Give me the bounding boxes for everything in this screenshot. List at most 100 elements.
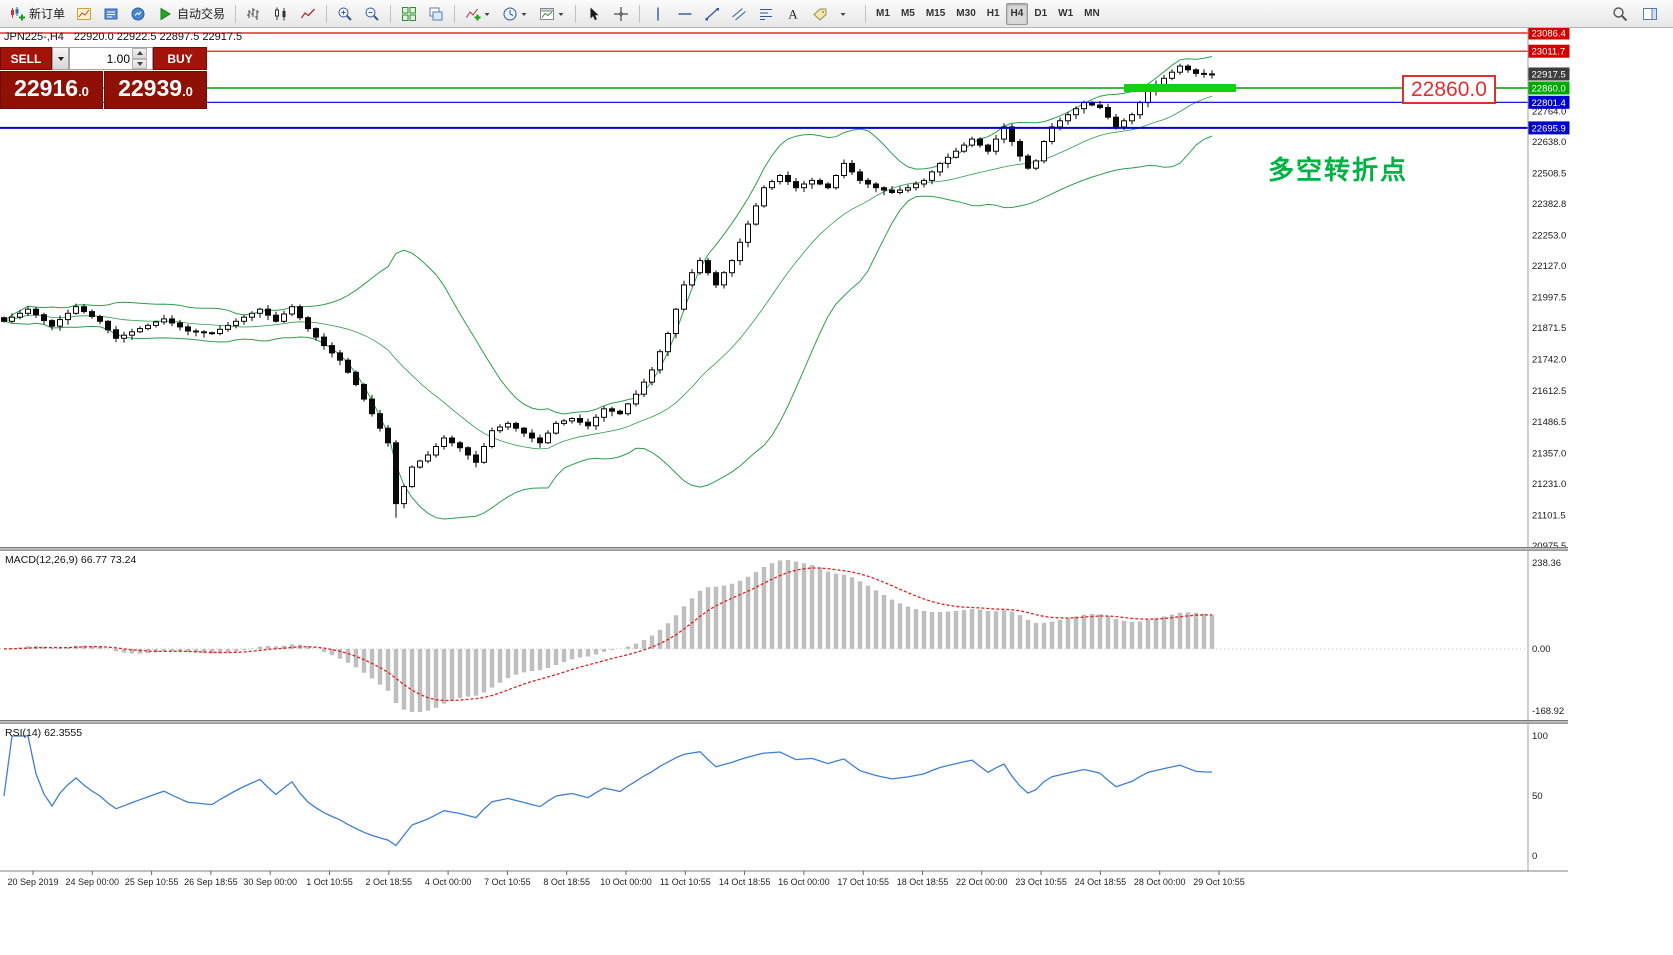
order-type-dropdown[interactable]	[52, 47, 69, 70]
svg-text:17 Oct 10:55: 17 Oct 10:55	[837, 877, 889, 887]
toolbar-separator	[454, 4, 456, 23]
profiles-button[interactable]	[98, 3, 124, 25]
cascade-windows-button[interactable]	[423, 3, 449, 25]
market-watch-button[interactable]	[125, 3, 151, 25]
toolbar: 新订单 自动交易 A M1 M5 M15 M30 H1 H4 D1 W1 MN	[0, 0, 1673, 28]
svg-text:2 Oct 18:55: 2 Oct 18:55	[366, 877, 413, 887]
tile-windows-button[interactable]	[396, 3, 422, 25]
trade-panel-header: SELL BUY	[0, 47, 207, 70]
templates-button[interactable]	[534, 3, 570, 25]
indicators-button[interactable]	[460, 3, 496, 25]
label-button[interactable]	[807, 3, 833, 25]
tf-m30[interactable]: M30	[951, 3, 980, 25]
svg-text:24 Sep 00:00: 24 Sep 00:00	[66, 877, 120, 887]
search-button[interactable]	[1607, 3, 1633, 25]
candlestick-chart-button[interactable]	[268, 3, 294, 25]
tf-m5[interactable]: M5	[896, 3, 920, 25]
toolbar-left: 新订单 自动交易 A M1 M5 M15 M30 H1 H4 D1 W1 MN	[4, 2, 1105, 25]
pane-splitter-macd[interactable]	[0, 547, 1568, 551]
tf-d1[interactable]: D1	[1029, 3, 1052, 25]
pane-splitter-rsi[interactable]	[0, 720, 1568, 724]
volume-field	[69, 47, 153, 70]
time-axis[interactable]	[0, 872, 1568, 890]
svg-text:22860.0: 22860.0	[1532, 84, 1566, 95]
svg-text:14 Oct 18:55: 14 Oct 18:55	[719, 877, 771, 887]
svg-text:10 Oct 00:00: 10 Oct 00:00	[600, 877, 652, 887]
svg-text:22695.9: 22695.9	[1532, 123, 1566, 134]
svg-text:23086.4: 23086.4	[1532, 29, 1566, 40]
zoom-in-button[interactable]	[332, 3, 358, 25]
svg-text:4 Oct 00:00: 4 Oct 00:00	[425, 877, 472, 887]
bar-chart-button[interactable]	[241, 3, 267, 25]
svg-text:0.00: 0.00	[1532, 644, 1551, 655]
svg-text:100: 100	[1532, 731, 1548, 742]
macd-indicator-label: MACD(12,26,9) 66.77 73.24	[5, 554, 137, 566]
sell-price-button[interactable]: 22916 .0	[0, 71, 103, 109]
one-click-trade-panel: SELL BUY 22916 .0 22939 .0	[0, 47, 207, 109]
fibonacci-button[interactable]	[753, 3, 779, 25]
svg-text:18 Oct 18:55: 18 Oct 18:55	[897, 877, 949, 887]
zoom-out-button[interactable]	[359, 3, 385, 25]
svg-text:29 Oct 10:55: 29 Oct 10:55	[1193, 877, 1245, 887]
tf-m1[interactable]: M1	[871, 3, 895, 25]
svg-text:21997.5: 21997.5	[1532, 293, 1566, 304]
vline-icon	[650, 6, 666, 22]
buy-price-button[interactable]: 22939 .0	[104, 71, 207, 109]
indicators-icon	[465, 6, 481, 22]
periods-button-caret[interactable]	[520, 6, 528, 22]
tf-h1[interactable]: H1	[982, 3, 1005, 25]
text-button[interactable]: A	[780, 3, 806, 25]
line-chart-button[interactable]	[295, 3, 321, 25]
vertical-line-button[interactable]	[645, 3, 671, 25]
draw-more-button[interactable]	[834, 3, 860, 25]
tf-h4[interactable]: H4	[1005, 2, 1029, 25]
templates-button-caret[interactable]	[557, 6, 565, 22]
svg-text:20 Sep 2019: 20 Sep 2019	[7, 877, 58, 887]
zoom-in-icon	[337, 6, 353, 22]
volume-decrease-button[interactable]	[132, 58, 147, 69]
price-axis[interactable]	[1529, 28, 1569, 871]
panels-button[interactable]	[1637, 3, 1663, 25]
svg-text:21871.5: 21871.5	[1532, 323, 1566, 334]
new-order-button[interactable]: 新订单	[4, 3, 70, 25]
price-level-tag[interactable]: 22860.0	[1402, 75, 1496, 104]
tf-mn[interactable]: MN	[1079, 3, 1105, 25]
horizontal-line-button[interactable]	[672, 3, 698, 25]
volume-input[interactable]	[70, 51, 132, 66]
tile-windows-icon	[401, 6, 417, 22]
volume-increase-button[interactable]	[132, 48, 147, 59]
sell-button[interactable]: SELL	[0, 47, 52, 70]
arrow-up-icon	[136, 51, 143, 56]
svg-text:11 Oct 10:55: 11 Oct 10:55	[660, 877, 711, 887]
fibonacci-icon	[758, 6, 774, 22]
caret-icon	[839, 6, 855, 22]
channel-button[interactable]	[726, 3, 752, 25]
svg-text:23011.7: 23011.7	[1532, 47, 1566, 58]
new-chart-button[interactable]	[71, 3, 97, 25]
toolbar-separator	[575, 4, 577, 23]
svg-text:238.36: 238.36	[1532, 558, 1561, 569]
autotrading-icon	[157, 6, 173, 22]
toolbar-separator	[865, 4, 867, 23]
toolbar-separator	[235, 4, 237, 23]
crosshair-button[interactable]	[608, 3, 634, 25]
buy-button-label: BUY	[167, 51, 193, 66]
tf-mn-label: MN	[1084, 8, 1100, 19]
periods-button[interactable]	[497, 3, 533, 25]
trendline-button[interactable]	[699, 3, 725, 25]
search-icon	[1612, 6, 1628, 22]
crosshair-icon	[613, 6, 629, 22]
tf-w1[interactable]: W1	[1053, 3, 1078, 25]
indicators-button-caret[interactable]	[483, 6, 491, 22]
svg-text:22253.0: 22253.0	[1532, 231, 1566, 242]
svg-text:20975.5: 20975.5	[1532, 541, 1566, 552]
svg-text:23 Oct 10:55: 23 Oct 10:55	[1015, 877, 1067, 887]
autotrading-button[interactable]: 自动交易	[152, 3, 230, 25]
zoom-out-icon	[364, 6, 380, 22]
cursor-button[interactable]	[581, 3, 607, 25]
tf-m30-label: M30	[956, 8, 976, 19]
svg-text:-168.92: -168.92	[1532, 706, 1564, 717]
buy-button[interactable]: BUY	[153, 47, 207, 70]
tf-m15[interactable]: M15	[921, 3, 950, 25]
